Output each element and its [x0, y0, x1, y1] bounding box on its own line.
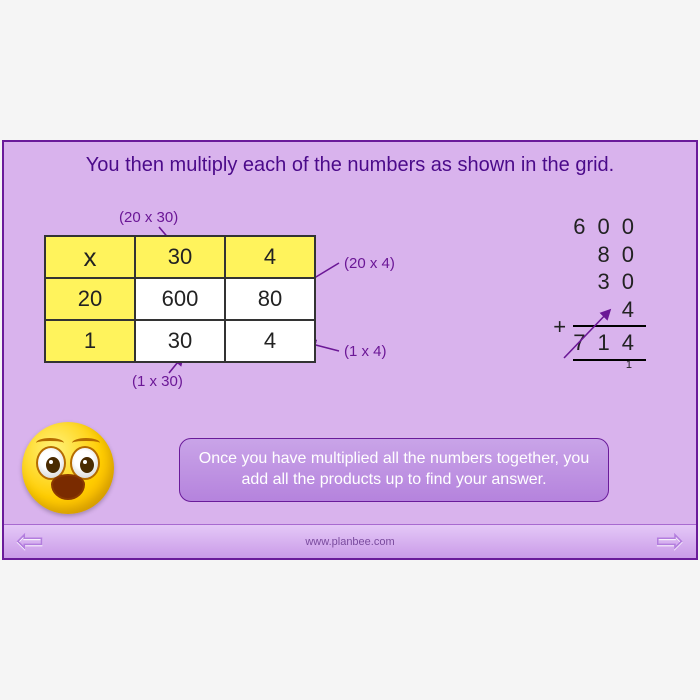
footer-url: www.planbee.com: [305, 536, 394, 548]
grid-col-4: 4: [225, 236, 315, 278]
annotation-1x4: (1 x 4): [344, 343, 387, 360]
grid-cell-80: 80: [225, 278, 315, 320]
footer-bar: ⇦ www.planbee.com ⇨: [4, 524, 696, 558]
carry-digit: 1: [577, 359, 650, 373]
explanation-bubble: Once you have multiplied all the numbers…: [179, 438, 609, 502]
grid-cell-600: 600: [135, 278, 225, 320]
multiplication-grid: x 30 4 20 600 80 1 30 4: [44, 235, 316, 363]
grid-cell-4: 4: [225, 320, 315, 362]
annotation-20x30: (20 x 30): [119, 209, 178, 226]
addend-30: 30: [573, 268, 646, 296]
grid-header-row: x 30 4: [45, 236, 315, 278]
worried-emoji-icon: [22, 422, 114, 514]
addend-80: 80: [573, 241, 646, 269]
slide-frame: You then multiply each of the numbers as…: [2, 140, 698, 560]
grid-corner: x: [45, 236, 135, 278]
next-slide-button[interactable]: ⇨: [648, 527, 692, 555]
grid-col-30: 30: [135, 236, 225, 278]
plus-sign: +: [553, 313, 566, 341]
column-addition: 600 80 30 4 + 714 1: [573, 213, 646, 376]
grid-rowhead-20: 20: [45, 278, 135, 320]
grid-cell-30: 30: [135, 320, 225, 362]
slide-title: You then multiply each of the numbers as…: [4, 142, 696, 183]
annotation-20x4: (20 x 4): [344, 255, 395, 272]
addend-4: 4: [573, 296, 646, 324]
addend-600: 600: [573, 213, 646, 241]
sum-result: 714: [573, 329, 646, 357]
prev-slide-button[interactable]: ⇦: [8, 527, 52, 555]
sum-rule-top: [573, 325, 646, 327]
grid-rowhead-1: 1: [45, 320, 135, 362]
annotation-1x30: (1 x 30): [132, 373, 183, 390]
grid-row-20: 20 600 80: [45, 278, 315, 320]
grid-row-1: 1 30 4: [45, 320, 315, 362]
